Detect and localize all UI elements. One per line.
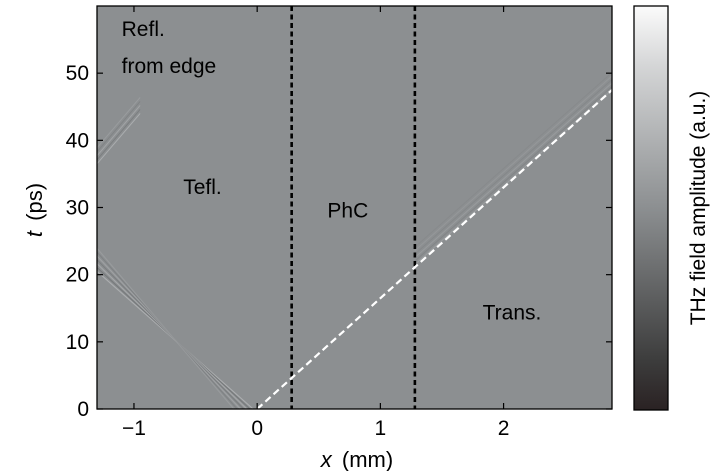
region-annotation: Trans.: [483, 302, 542, 325]
region-annotation: PhC: [327, 200, 368, 223]
region-annotation: Refl.: [122, 18, 165, 41]
y-tick-label: 30: [66, 197, 89, 220]
reflected-wavefront: [96, 251, 238, 410]
x-tick-label: 0: [251, 417, 263, 440]
x-axis-ticks: −1 0 1 2: [122, 6, 509, 440]
y-tick-label: 40: [66, 129, 89, 152]
transmitted-wavefront: [414, 79, 613, 255]
colorbar: [633, 5, 669, 411]
region-annotation: Tefl.: [183, 176, 222, 199]
transmission-dashed-line: [256, 89, 613, 410]
colorbar-label: THz field amplitude (a.u.): [687, 91, 710, 326]
x-tick-label: −1: [122, 417, 146, 440]
y-tick-label: 50: [66, 62, 89, 85]
region-annotation: from edge: [122, 55, 217, 78]
y-tick-label: 20: [66, 264, 89, 287]
transmitted-wavefront: [414, 75, 613, 251]
edge-reflection-wavefront: [96, 109, 141, 161]
edge-reflection-wavefront: [96, 113, 141, 165]
y-axis-label: t (ps): [22, 183, 47, 237]
reflected-wavefront: [96, 259, 244, 410]
x-axis-label: x (mm): [320, 447, 393, 471]
reflected-wavefront: [96, 255, 241, 410]
y-tick-label: 0: [77, 398, 89, 421]
reflected-wavefront: [96, 247, 235, 410]
region-boundaries: [290, 6, 417, 409]
y-axis-ticks: 0 10 20 30 40 50: [66, 62, 612, 421]
edge-reflection-wavefront: [96, 105, 141, 157]
edge-reflection-wavefront: [96, 101, 141, 153]
heatmap-field: [97, 6, 612, 409]
region-annotations: Refl. from edge Tefl. PhC Trans.: [122, 18, 542, 324]
x-tick-label: 1: [375, 417, 387, 440]
transmitted-wavefront: [414, 72, 613, 248]
transmitted-wavefront: [414, 82, 613, 258]
transmitted-wavefront: [414, 86, 613, 262]
wavefront-streaks: [96, 72, 613, 410]
edge-reflection-wavefront: [96, 97, 141, 149]
x-tick-label: 2: [498, 417, 510, 440]
y-tick-label: 10: [66, 331, 89, 354]
